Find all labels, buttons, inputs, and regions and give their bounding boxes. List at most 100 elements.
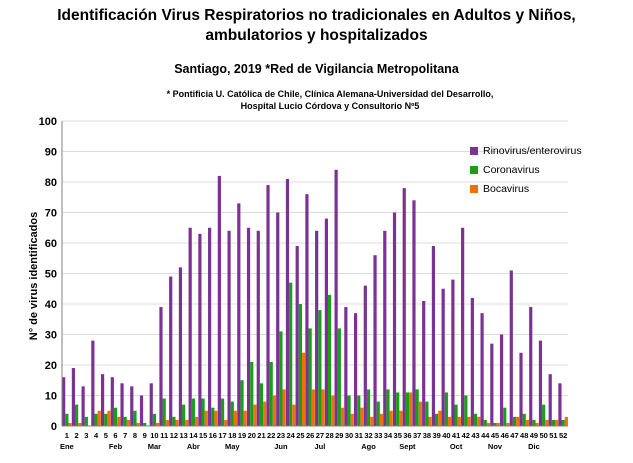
bar-rinovirus-week-9	[139, 395, 144, 426]
month-label: Jun	[274, 442, 288, 451]
bar-rinovirus-week-5	[100, 374, 105, 426]
bar-rinovirus-week-39	[431, 246, 436, 426]
bar-bocavirus-week-44	[486, 422, 491, 426]
x-tick-label: 10	[150, 431, 158, 440]
month-label: Ago	[361, 442, 376, 451]
x-tick-label: 14	[189, 431, 198, 440]
legend-item-bocavirus: Bocavirus	[470, 179, 582, 198]
bar-coronavirus-week-44	[483, 419, 487, 426]
bar-bocavirus-week-49	[535, 422, 539, 426]
bar-bocavirus-week-39	[438, 410, 442, 426]
bar-rinovirus-week-34	[383, 230, 387, 426]
bar-rinovirus-week-30	[344, 307, 348, 426]
bar-coronavirus-week-38	[425, 401, 429, 426]
bar-rinovirus-week-46	[499, 334, 504, 426]
bar-rinovirus-week-48	[519, 352, 523, 426]
bar-rinovirus-week-19	[237, 203, 241, 426]
bar-bocavirus-week-47	[516, 416, 520, 426]
source-line1: * Pontificia U. Católica de Chile, Clíni…	[166, 89, 494, 99]
bar-bocavirus-week-45	[496, 422, 500, 426]
x-tick-label: 33	[374, 431, 382, 440]
x-tick-label: 19	[238, 431, 246, 440]
bar-bocavirus-week-23	[282, 389, 286, 426]
bar-coronavirus-week-46	[503, 407, 507, 426]
x-tick-label: 5	[104, 431, 108, 440]
legend-swatch-rinovirus	[470, 146, 478, 155]
bar-rinovirus-week-32	[363, 285, 367, 426]
x-tick-label: 29	[335, 431, 343, 440]
bar-coronavirus-week-18	[230, 401, 234, 426]
x-tick-label: 16	[209, 431, 217, 440]
bar-bocavirus-week-18	[233, 410, 238, 426]
bar-bocavirus-week-10	[156, 422, 160, 426]
x-tick-label: 18	[228, 431, 236, 440]
bar-bocavirus-week-52	[564, 416, 568, 426]
x-tick-label: 23	[277, 431, 285, 440]
bar-bocavirus-week-42	[467, 416, 471, 426]
legend-item-rinovirus: Rinovirus/enterovirus	[470, 141, 582, 160]
bar-bocavirus-week-30	[350, 413, 354, 426]
bar-coronavirus-week-27	[318, 310, 322, 426]
bar-bocavirus-week-25	[302, 352, 306, 426]
bar-bocavirus-week-28	[331, 395, 335, 426]
y-tick-label: 20	[45, 360, 57, 372]
x-tick-label: 42	[462, 431, 470, 440]
x-tick-label: 21	[257, 431, 265, 440]
x-tick-label: 34	[384, 431, 393, 440]
bar-coronavirus-week-23	[279, 331, 283, 426]
bar-coronavirus-week-1	[65, 413, 69, 426]
x-tick-label: 31	[355, 431, 363, 440]
y-tick-label: 80	[45, 177, 57, 189]
x-tick-label: 2	[75, 431, 79, 440]
x-tick-label: 8	[133, 431, 137, 440]
bar-rinovirus-week-49	[529, 307, 533, 426]
bar-coronavirus-week-24	[289, 282, 293, 426]
x-tick-label: 15	[199, 431, 207, 440]
bar-rinovirus-week-40	[441, 288, 445, 426]
bar-bocavirus-week-22	[272, 395, 277, 426]
x-tick-label: 41	[452, 431, 460, 440]
month-label: Sept	[399, 442, 416, 451]
bar-coronavirus-week-51	[551, 419, 556, 426]
bar-bocavirus-week-13	[185, 419, 189, 426]
x-tick-label: 44	[481, 431, 490, 440]
chart-title: Identificación Virus Respiratorios no tr…	[0, 6, 633, 46]
bar-rinovirus-week-36	[402, 188, 406, 426]
bar-bocavirus-week-20	[253, 404, 257, 426]
x-tick-label: 24	[287, 431, 296, 440]
bar-rinovirus-week-50	[538, 340, 543, 426]
bar-rinovirus-week-14	[188, 227, 192, 426]
x-tick-label: 30	[345, 431, 353, 440]
bar-bocavirus-week-19	[243, 410, 247, 426]
bar-coronavirus-week-33	[376, 401, 380, 426]
bar-coronavirus-week-16	[211, 407, 215, 426]
bar-rinovirus-week-18	[227, 230, 231, 426]
y-tick-label: 90	[45, 147, 57, 159]
x-tick-label: 40	[442, 431, 450, 440]
legend-label-rinovirus: Rinovirus/enterovirus	[483, 144, 582, 157]
bar-coronavirus-week-5	[104, 413, 108, 426]
bar-coronavirus-week-4	[94, 413, 98, 426]
month-label: Dic	[528, 442, 540, 451]
bar-rinovirus-week-16	[208, 227, 212, 426]
bar-coronavirus-week-29	[337, 328, 341, 426]
x-tick-label: 39	[432, 431, 440, 440]
month-label: May	[225, 442, 240, 451]
chart-title-line1: Identificación Virus Respiratorios no tr…	[57, 7, 576, 24]
bar-rinovirus-week-41	[451, 279, 455, 426]
bar-rinovirus-week-15	[198, 233, 202, 426]
bar-rinovirus-week-38	[422, 300, 426, 426]
x-tick-label: 7	[123, 431, 127, 440]
bar-bocavirus-week-41	[457, 416, 461, 426]
bar-bocavirus-week-15	[204, 410, 208, 426]
x-tick-label: 46	[501, 431, 509, 440]
month-label: Jul	[314, 442, 325, 451]
bar-rinovirus-week-37	[412, 200, 416, 426]
bar-rinovirus-week-42	[461, 227, 465, 426]
x-tick-label: 51	[549, 431, 557, 440]
bar-coronavirus-week-49	[532, 419, 536, 426]
bar-bocavirus-week-24	[292, 404, 296, 426]
bar-coronavirus-week-41	[454, 404, 458, 426]
bar-rinovirus-week-22	[266, 185, 270, 426]
